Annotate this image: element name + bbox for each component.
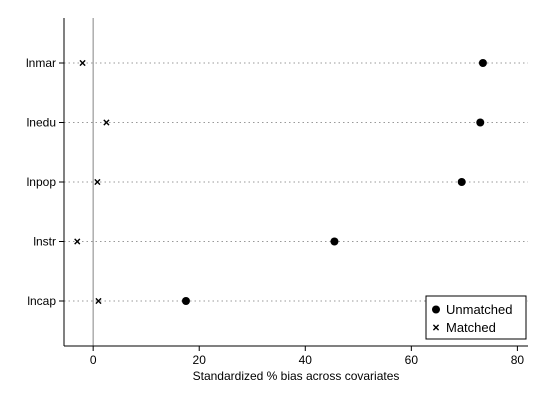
point-unmatched-lnedu	[476, 118, 485, 127]
point-matched-lnmar	[79, 59, 86, 67]
x-tick-label-80: 80	[511, 353, 525, 367]
point-unmatched-lnpop	[457, 178, 466, 186]
x-tick-label-20: 20	[193, 353, 207, 367]
y-tick-label-lnstr: lnstr	[33, 235, 56, 249]
legend-box	[425, 295, 527, 340]
point-matched-lnmar-stroke-b	[79, 59, 86, 67]
legend: Unmatched Matched	[425, 295, 527, 340]
point-unmatched-lnstr	[330, 237, 339, 246]
x-tick-label-0: 0	[90, 353, 97, 367]
axis-labels: Standardized % bias across covariates 0 2…	[26, 56, 524, 383]
legend-marker-matched-stroke-b	[432, 324, 440, 331]
point-matched-lncap-stroke-b	[95, 297, 102, 305]
legend-label-matched: Matched	[446, 320, 496, 335]
y-tick-label-lnpop: lnpop	[27, 175, 57, 189]
point-matched-lnpop-stroke-b	[94, 178, 101, 186]
y-tick-label-lnedu: lnedu	[27, 116, 56, 130]
point-matched-lnstr	[74, 238, 81, 245]
y-tick-label-lnmar: lnmar	[26, 56, 56, 70]
point-matched-lnpop	[94, 178, 101, 186]
legend-label-unmatched: Unmatched	[446, 302, 512, 317]
point-matched-lncap	[95, 297, 102, 305]
point-unmatched-lnmar	[478, 59, 487, 67]
legend-marker-matched	[432, 324, 440, 331]
point-unmatched-lncap	[181, 297, 190, 305]
x-tick-label-40: 40	[299, 353, 313, 367]
x-axis-title: Standardized % bias across covariates	[193, 369, 400, 383]
point-matched-lnedu	[103, 119, 110, 126]
point-matched-lnstr-stroke-b	[74, 238, 81, 245]
y-tick-label-lncap: lncap	[27, 294, 56, 308]
legend-marker-unmatched	[432, 305, 440, 314]
point-matched-lnedu-stroke-b	[103, 119, 110, 126]
x-tick-label-60: 60	[405, 353, 419, 367]
plot-area	[59, 18, 528, 351]
